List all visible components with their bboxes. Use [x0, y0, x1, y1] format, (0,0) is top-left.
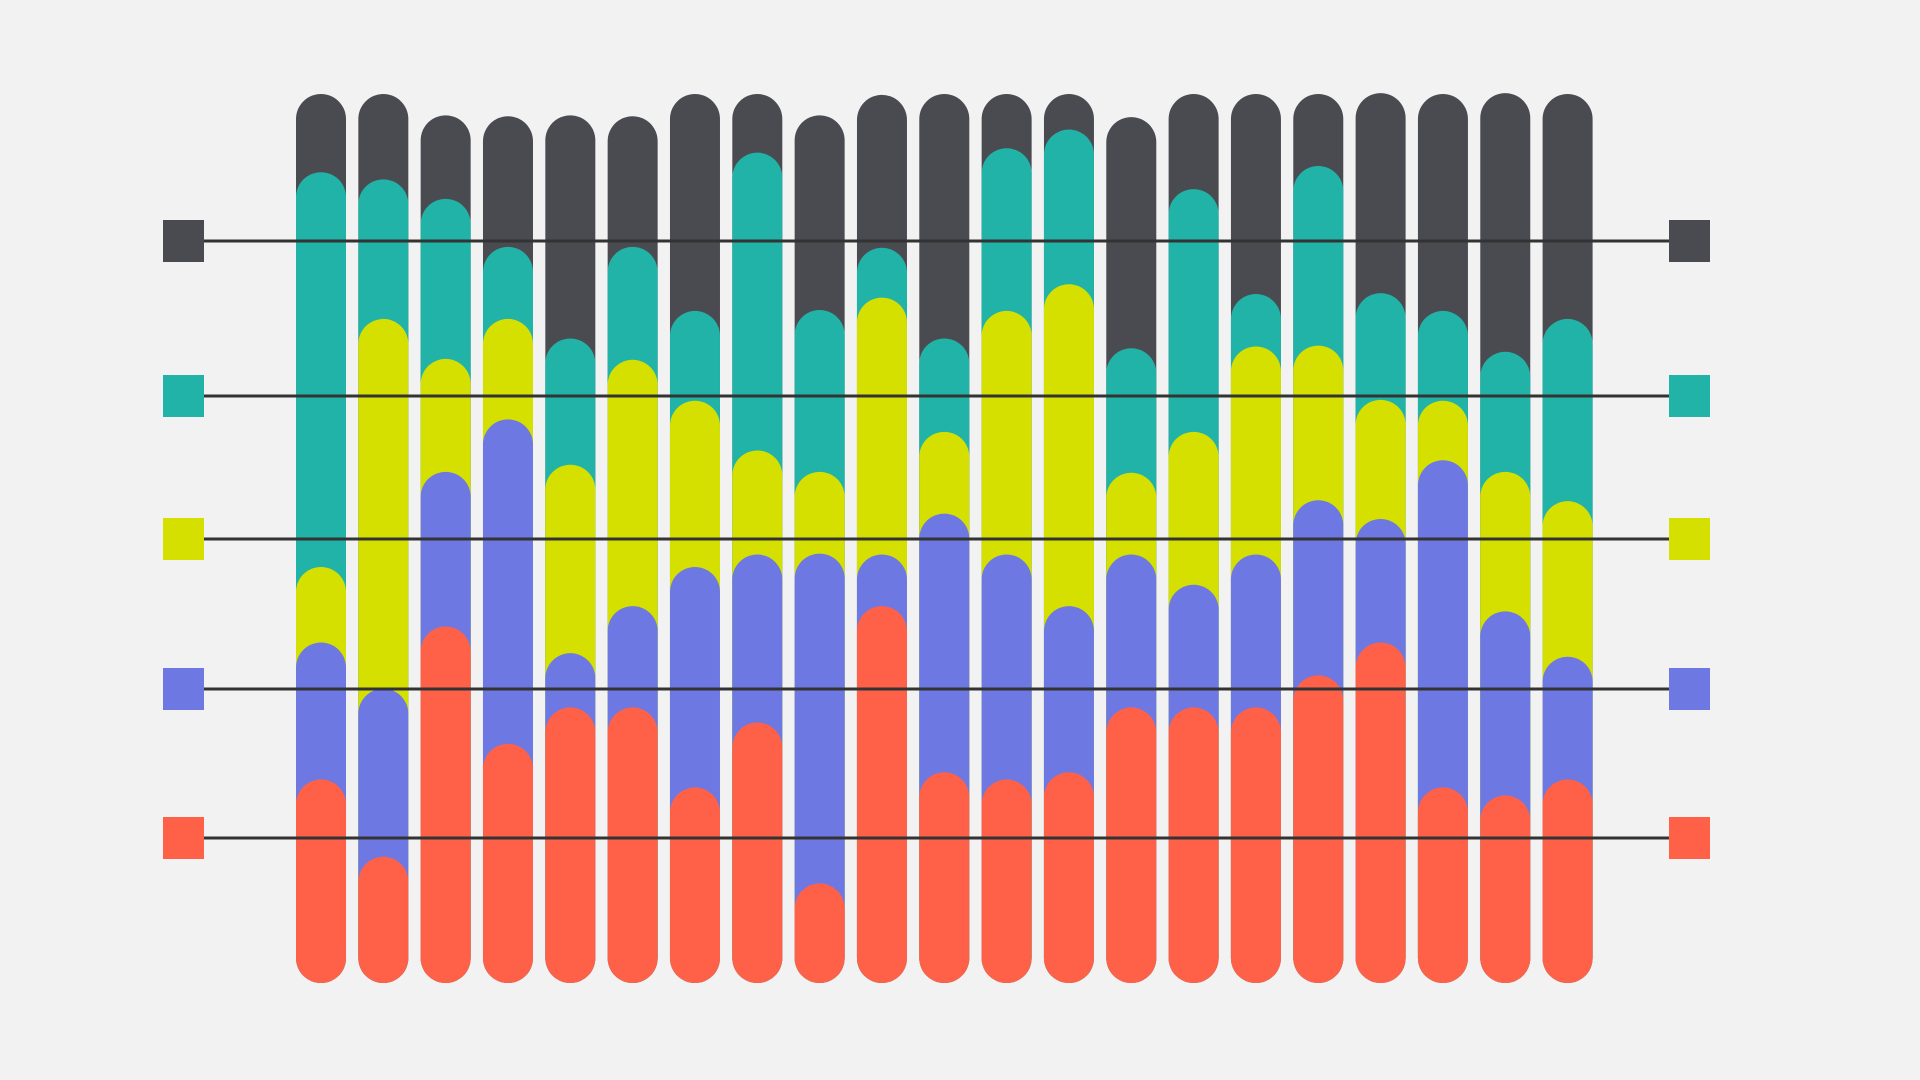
marker: [163, 375, 204, 417]
bar-segment: [794, 553, 845, 983]
marker: [1669, 668, 1710, 710]
marker: [1669, 518, 1710, 560]
bar-segment: [607, 707, 658, 983]
bar-segment: [1106, 707, 1157, 983]
marker: [1669, 817, 1710, 859]
reference-lines: [203, 239, 1669, 840]
bar-segment: [1480, 795, 1531, 983]
bar-segment: [296, 779, 346, 983]
bar-segment: [482, 743, 533, 983]
marker: [163, 668, 204, 710]
marker: [163, 817, 204, 859]
marker: [163, 518, 204, 560]
bar-segment: [1293, 675, 1344, 983]
bar-segment: [981, 779, 1032, 983]
bar-segment: [1043, 772, 1094, 983]
bar-segment: [545, 707, 596, 983]
marker: [1669, 375, 1710, 417]
marker: [1669, 220, 1710, 262]
bar-segment: [794, 883, 845, 983]
bar-segment: [420, 626, 471, 983]
bar-segment: [358, 856, 409, 983]
bar-segment: [1417, 787, 1468, 983]
bar-segment: [732, 722, 783, 983]
bar-segment: [669, 787, 720, 983]
markers: [163, 220, 1710, 859]
bar-segment: [1542, 779, 1593, 983]
bar-segment: [919, 772, 970, 983]
bar-segment: [1355, 642, 1406, 983]
marker: [163, 220, 204, 262]
bar-segment: [1230, 707, 1281, 983]
bar-segment: [1168, 707, 1219, 983]
bar-segment: [856, 606, 907, 983]
